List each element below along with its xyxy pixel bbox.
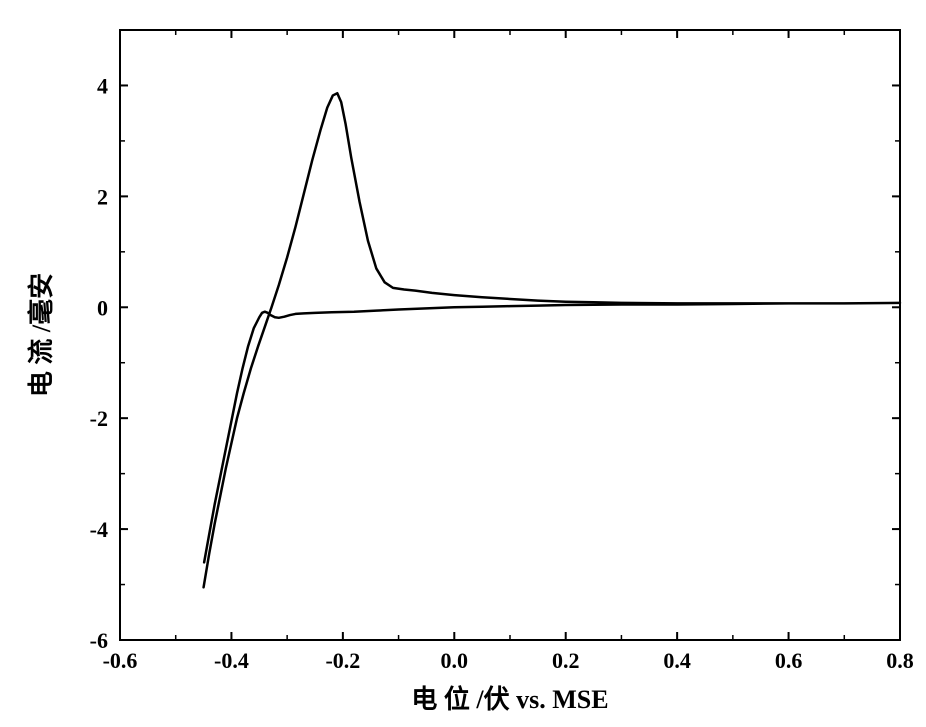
x-tick-label: 0.2	[552, 648, 580, 673]
x-tick-label: 0.6	[775, 648, 803, 673]
x-tick-label: 0.0	[441, 648, 469, 673]
chart-svg: -0.6-0.4-0.20.00.20.40.60.8-6-4-2024电 位 …	[0, 0, 926, 727]
y-tick-label: -6	[90, 628, 108, 653]
y-axis-label: 电 流 /毫安	[26, 273, 56, 397]
y-tick-label: -4	[90, 517, 108, 542]
x-axis-label: 电 位 /伏 vs. MSE	[411, 684, 608, 714]
x-tick-label: 0.4	[663, 648, 691, 673]
y-tick-label: -2	[90, 406, 108, 431]
y-tick-label: 0	[97, 295, 108, 320]
x-tick-label: -0.2	[325, 648, 360, 673]
x-tick-label: -0.4	[214, 648, 249, 673]
y-tick-label: 4	[97, 73, 108, 98]
cv-chart: -0.6-0.4-0.20.00.20.40.60.8-6-4-2024电 位 …	[0, 0, 926, 727]
x-tick-label: 0.8	[886, 648, 914, 673]
y-tick-label: 2	[97, 184, 108, 209]
